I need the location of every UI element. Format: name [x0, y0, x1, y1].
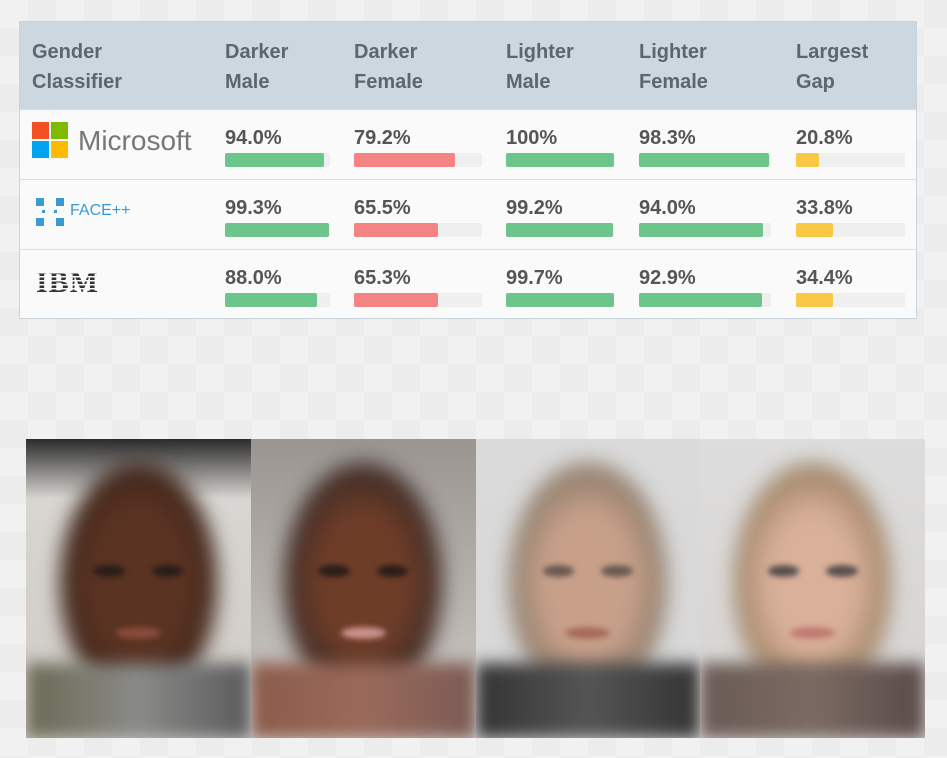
face-lighter-female — [700, 439, 925, 738]
face-darker-female — [250, 439, 476, 738]
bar — [639, 293, 762, 307]
column-header-line: Male — [225, 71, 270, 93]
column-header-line: Male — [506, 71, 551, 93]
column-header-line: Lighter — [639, 41, 707, 63]
bar — [639, 223, 764, 237]
face-logo: FACE++ — [32, 192, 130, 232]
value-label: 34.4% — [796, 267, 853, 289]
bar — [796, 293, 834, 307]
bar — [506, 153, 614, 167]
column-header-line: Largest — [796, 41, 869, 63]
bar-track — [506, 153, 614, 167]
bar-track — [354, 223, 482, 237]
value-label: 20.8% — [796, 127, 853, 149]
table-row: IBM 88.0% 65.3% 99.7% 92.9% 34.4% — [20, 249, 916, 320]
value-label: 98.3% — [639, 127, 696, 149]
value-label: 79.2% — [354, 127, 411, 149]
bar-track — [225, 293, 330, 307]
bar-track — [796, 153, 905, 167]
bar-track — [354, 293, 482, 307]
value-label: 88.0% — [225, 267, 282, 289]
column-header-line: Female — [639, 71, 708, 93]
bar — [225, 293, 318, 307]
bar-track — [639, 153, 771, 167]
bar — [354, 293, 438, 307]
bar — [506, 223, 614, 237]
bar-track — [796, 293, 905, 307]
column-header: Lighter Female — [639, 37, 708, 97]
bar-track — [639, 223, 771, 237]
accuracy-table: Gender Classifier Darker Male Darker Female Li… — [19, 21, 917, 319]
value-label: 99.7% — [506, 267, 563, 289]
table-row: FACE++ 99.3% 65.5% 99.2% 94.0% 33.8% — [20, 179, 916, 250]
column-header-line: Darker — [354, 41, 418, 63]
microsoft-logo: Microsoft — [32, 122, 202, 162]
column-header-line: Darker — [225, 41, 289, 63]
face-darker-male — [26, 439, 251, 738]
bar — [506, 293, 614, 307]
column-header-line: Gap — [796, 71, 835, 93]
column-header-line: Lighter — [506, 41, 574, 63]
ibm-logo: IBM — [32, 262, 152, 302]
column-header-line: Gender — [32, 41, 103, 63]
face-plus-plus-icon — [36, 198, 64, 226]
column-header-line: Female — [354, 71, 423, 93]
svg-text:IBM: IBM — [36, 266, 99, 299]
column-header: Darker Male — [225, 37, 288, 97]
face-lighter-male — [475, 439, 701, 738]
value-label: 65.3% — [354, 267, 411, 289]
svg-text:Microsoft: Microsoft — [78, 125, 192, 156]
column-header: Gender Classifier — [32, 37, 122, 97]
bar — [354, 153, 456, 167]
bar-track — [506, 223, 614, 237]
bar-track — [506, 293, 614, 307]
column-header: Lighter Male — [506, 37, 574, 97]
value-label: 99.3% — [225, 197, 282, 219]
value-label: 99.2% — [506, 197, 563, 219]
bar — [639, 153, 769, 167]
column-header: Largest Gap — [796, 37, 868, 97]
value-label: 94.0% — [225, 127, 282, 149]
table-row: Microsoft 94.0% 79.2% 100% 98.3% 20.8% — [20, 109, 916, 180]
bar — [354, 223, 438, 237]
value-label: 94.0% — [639, 197, 696, 219]
bar-track — [639, 293, 771, 307]
column-header: Darker Female — [354, 37, 423, 97]
bar — [225, 223, 330, 237]
bar — [796, 153, 819, 167]
bar-track — [796, 223, 905, 237]
value-label: 33.8% — [796, 197, 853, 219]
face-plus-plus-logo-text: FACE++ — [70, 202, 131, 219]
value-label: 100% — [506, 127, 558, 149]
bar — [796, 223, 833, 237]
bar-track — [354, 153, 482, 167]
bar-track — [225, 153, 330, 167]
column-header-line: Classifier — [32, 71, 123, 93]
bar-track — [225, 223, 330, 237]
table-header: Gender Classifier Darker Male Darker Female Li… — [20, 22, 916, 109]
value-label: 92.9% — [639, 267, 696, 289]
value-label: 65.5% — [354, 197, 411, 219]
bar — [225, 153, 324, 167]
average-faces — [26, 439, 925, 738]
